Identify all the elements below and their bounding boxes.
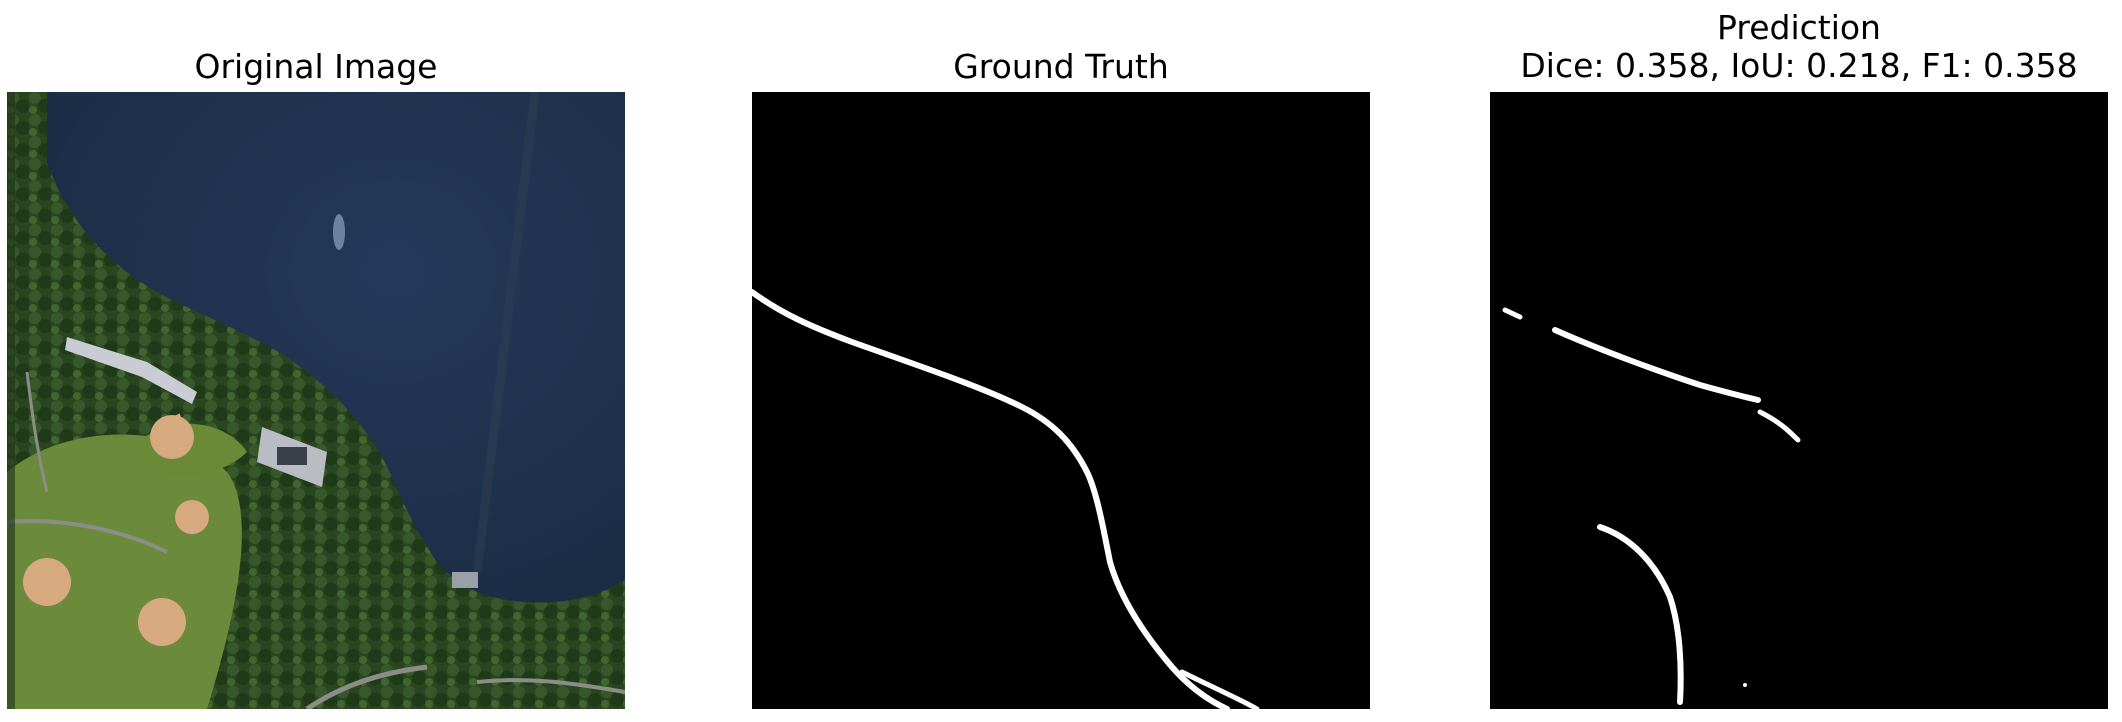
gt-road-main <box>752 289 1230 709</box>
panel-original-image: Original Image <box>7 0 625 722</box>
prediction-metrics-label: Dice: 0.358, IoU: 0.218, F1: 0.358 <box>1520 46 2078 85</box>
pred-road-upper <box>1552 327 1761 403</box>
gt-road-branch <box>1179 669 1260 709</box>
panel-prediction: Prediction Dice: 0.358, IoU: 0.218, F1: … <box>1490 0 2108 722</box>
panel-ground-truth: Ground Truth <box>752 0 1370 722</box>
ground-truth-mask <box>752 92 1370 709</box>
panel-title-original: Original Image <box>194 47 438 86</box>
prediction-mask <box>1490 92 2108 709</box>
panel-title-prediction: Prediction <box>1717 8 1881 47</box>
pred-road-lower <box>1597 524 1684 705</box>
lake-region <box>47 92 625 603</box>
original-aerial-image <box>7 92 625 709</box>
panel-title-ground-truth: Ground Truth <box>953 47 1169 86</box>
